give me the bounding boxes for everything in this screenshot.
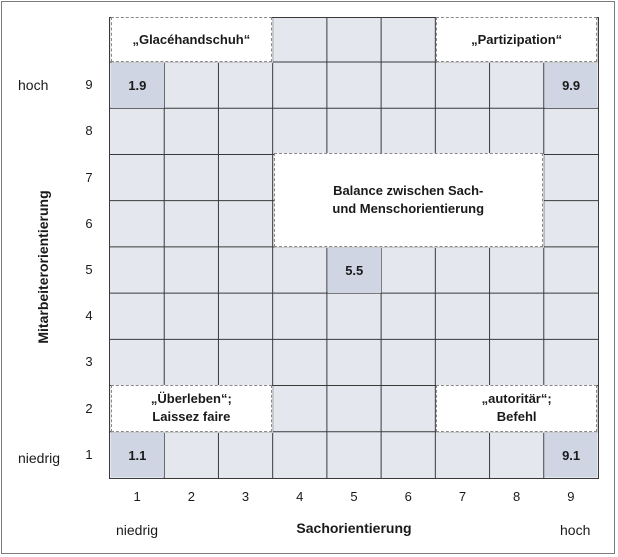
x-tick-label: 5	[350, 489, 358, 504]
y-tick-label: 6	[85, 215, 93, 231]
x-axis-high-label: hoch	[560, 522, 591, 538]
x-tick-label: 3	[241, 489, 250, 504]
callout-box: „Überleben“; Laissez faire	[111, 384, 272, 432]
x-axis-title: Sachorientierung	[296, 520, 412, 536]
x-tick-label: 2	[187, 489, 195, 504]
y-tick-label: 8	[85, 123, 93, 139]
callout-box: Balance zwischen Sach- und Menschorienti…	[273, 153, 543, 247]
callout-box: „Partizipation“	[436, 17, 597, 62]
grid-cell-9-1: 9.1	[544, 432, 598, 478]
x-tick-label: 8	[513, 489, 521, 504]
y-tick-label: 4	[85, 308, 93, 324]
y-tick-label: 3	[85, 354, 93, 370]
y-axis-low-label: niedrig	[18, 450, 61, 466]
y-tick-label: 5	[85, 262, 93, 277]
y-tick-label: 1	[85, 446, 93, 462]
grid-cell-1-9: 1.9	[111, 63, 164, 108]
callout-box: „autoritär“; Befehl	[436, 384, 597, 432]
x-tick-label: 1	[133, 489, 141, 504]
x-tick-label: 6	[404, 489, 412, 504]
y-axis-title: Mitarbeiterorientierung	[35, 190, 51, 344]
callout-box: „Glacéhandschuh“	[111, 17, 272, 62]
managerial-grid: 1.9 9.9 5.5 1.1 9.1 „Glacéhandschuh“ „Partizip…	[109, 17, 599, 479]
x-tick-label: 7	[458, 489, 467, 504]
y-axis-high-label: hoch	[18, 77, 49, 93]
x-axis-low-label: niedrig	[116, 522, 159, 538]
x-tick-label: 4	[296, 489, 304, 504]
y-tick-label: 9	[85, 77, 93, 93]
grid-cell-9-9: 9.9	[544, 63, 598, 108]
grid-cell-5-5: 5.5	[327, 247, 381, 293]
y-tick-label: 2	[85, 400, 93, 416]
y-tick-label: 7	[85, 169, 93, 185]
x-tick-label: 9	[567, 489, 575, 504]
grid-cell-1-1: 1.1	[111, 432, 164, 478]
